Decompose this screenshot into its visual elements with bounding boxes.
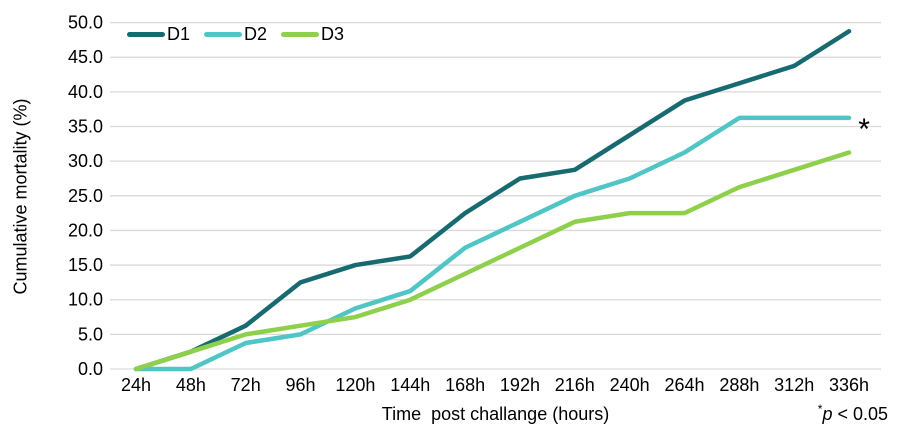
y-tick-label: 0.0 [78,359,103,379]
x-tick-label: 24h [121,375,151,395]
legend-item-d1: D1 [127,24,190,45]
significance-footnote: *p < 0.05 [817,402,888,425]
y-axis-title: Cumulative mortality (%) [10,98,31,295]
y-tick-label: 40.0 [68,82,103,102]
y-tick-label: 20.0 [68,220,103,240]
y-tick-label: 30.0 [68,151,103,171]
legend-item-d3: D3 [281,24,344,45]
footnote-asterisk: * [817,402,823,416]
x-tick-label: 120h [335,375,375,395]
footnote-threshold: < 0.05 [832,404,888,424]
x-tick-label: 144h [390,375,430,395]
annotation-asterisk: * [858,113,870,146]
series-line-d3 [133,150,852,372]
series-line-d2 [133,115,852,372]
legend-label-d1: D1 [167,24,191,44]
x-tick-label: 96h [286,375,316,395]
y-tick-label: 50.0 [68,13,103,33]
x-tick-label: 72h [231,375,261,395]
y-tick-label: 25.0 [68,186,103,206]
legend-label-d2: D2 [244,24,268,44]
x-tick-label: 240h [610,375,650,395]
series-line-d1 [133,29,852,372]
legend: D1 D2 D3 [127,24,344,45]
footnote-p: p [822,404,833,424]
x-tick-label: 312h [774,375,814,395]
legend-label-d3: D3 [321,24,345,44]
y-tick-label: 35.0 [68,117,103,137]
legend-swatch-d1 [127,32,165,37]
y-tick-label: 45.0 [68,47,103,67]
x-tick-label: 192h [500,375,540,395]
legend-swatch-d3 [281,32,320,37]
legend-item-d2: D2 [204,24,267,45]
y-tick-label: 15.0 [68,255,103,275]
x-tick-label: 264h [664,375,704,395]
y-tick-label: 5.0 [78,324,103,344]
x-tick-label: 216h [555,375,595,395]
x-axis-title: Time post challange (hours) [381,404,610,424]
y-tick-label: 10.0 [68,290,103,310]
x-tick-label: 336h [829,375,869,395]
x-tick-label: 48h [176,375,206,395]
x-tick-label: 288h [719,375,759,395]
x-tick-label: 168h [445,375,485,395]
legend-swatch-d2 [204,32,243,37]
